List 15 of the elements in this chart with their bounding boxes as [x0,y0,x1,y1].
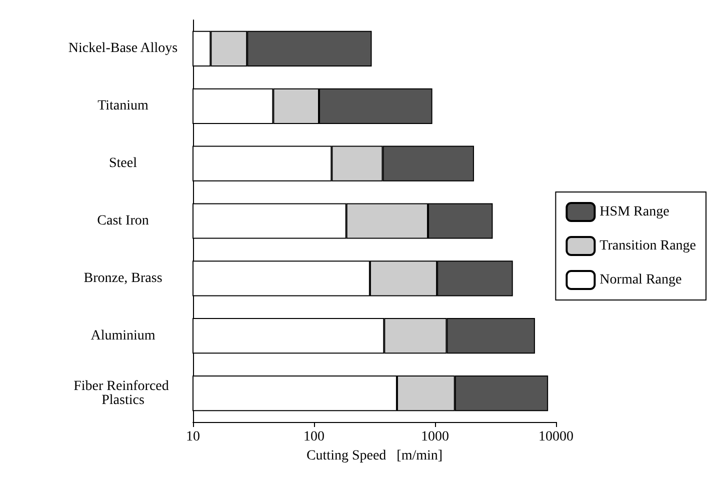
y-tick-label: Nickel-Base Alloys [68,41,178,56]
legend-label: Transition Range [600,238,696,254]
x-tick-label: 1000 [421,430,449,444]
y-tick-label: Fiber Reinforced Plastics [74,378,172,408]
x-tick-label: 10 [186,430,200,444]
legend-label: Normal Range [600,272,682,288]
y-tick-label: Steel [109,156,138,172]
y-tick-label: Cast Iron [97,214,149,228]
legend-label: HSM Range [600,204,670,220]
y-tick-label: Titanium [98,98,149,114]
x-tick-label: 100 [304,430,324,444]
x-axis-title: Cutting Speed [m/min] [306,448,443,464]
x-tick-label: 10000 [538,430,574,444]
y-tick-label: Aluminium [90,328,156,344]
y-tick-label: Bronze, Brass [84,270,162,286]
